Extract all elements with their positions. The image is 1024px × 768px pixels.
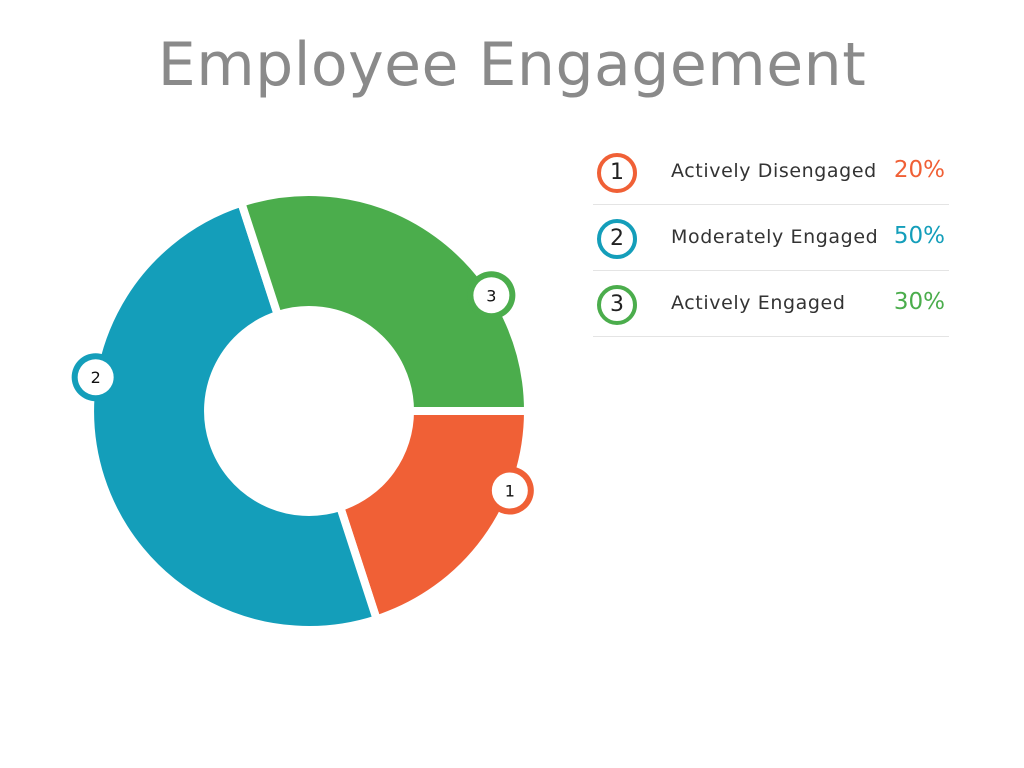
legend-label-2: Moderately Engaged <box>671 226 879 248</box>
legend-item-1: 1 Actively Disengaged 20% <box>593 139 949 205</box>
legend: 1 Actively Disengaged 20% 2 Moderately E… <box>593 139 949 337</box>
legend-marker-3: 3 <box>597 285 637 325</box>
legend-marker-2: 2 <box>597 219 637 259</box>
slice-marker-1: 1 <box>485 466 534 515</box>
slice-marker-2: 2 <box>71 353 120 402</box>
legend-marker-1: 1 <box>597 153 637 193</box>
slice-marker-label-3: 3 <box>486 286 496 305</box>
legend-label-1: Actively Disengaged <box>671 160 877 182</box>
legend-value-3: 30% <box>893 289 945 315</box>
donut-slice-2 <box>86 197 382 634</box>
slice-marker-label-2: 2 <box>91 368 101 387</box>
legend-item-3: 3 Actively Engaged 30% <box>593 271 949 337</box>
slice-marker-3: 3 <box>467 271 516 320</box>
page-title: Employee Engagement <box>157 30 867 100</box>
legend-value-1: 20% <box>893 157 945 183</box>
donut-slice-3 <box>236 188 533 415</box>
slice-marker-label-1: 1 <box>505 482 515 501</box>
legend-label-3: Actively Engaged <box>671 292 846 314</box>
legend-value-2: 50% <box>893 223 945 249</box>
legend-item-2: 2 Moderately Engaged 50% <box>593 205 949 271</box>
